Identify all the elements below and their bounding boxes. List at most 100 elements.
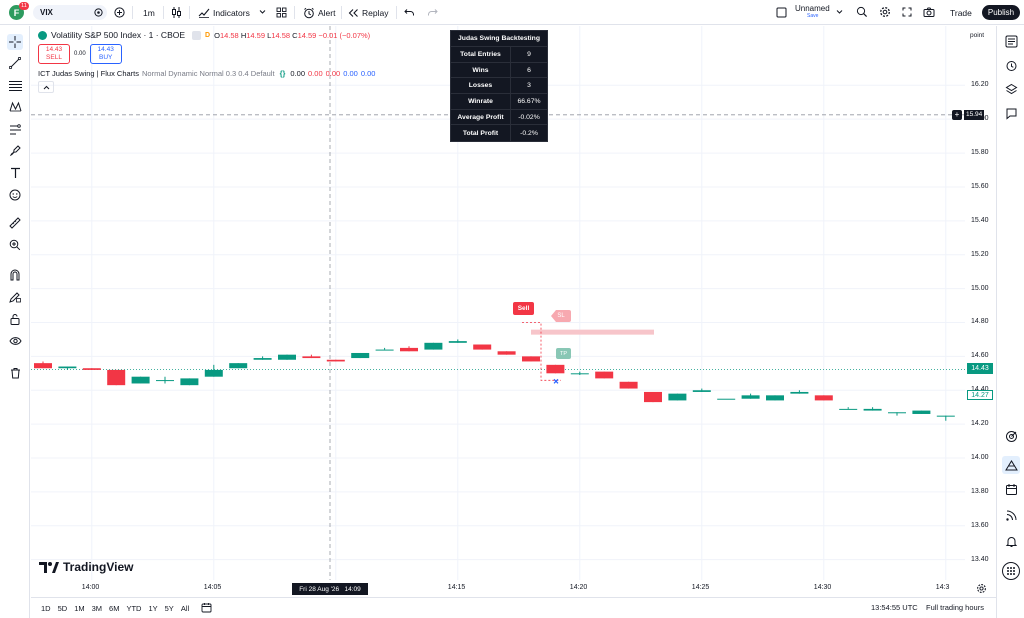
layers-icon xyxy=(1005,83,1018,96)
magnet-tool[interactable] xyxy=(8,268,22,282)
measure-tool[interactable] xyxy=(8,216,22,230)
scale-mode-label[interactable]: point xyxy=(970,32,984,39)
add-alert-plus-icon[interactable]: + xyxy=(952,110,962,120)
candle xyxy=(742,394,760,399)
session-selector[interactable]: Full trading hours xyxy=(926,603,984,612)
alerts-panel-button[interactable] xyxy=(1004,58,1018,72)
range-button-6m[interactable]: 6M xyxy=(109,604,119,613)
candle-body xyxy=(278,355,296,360)
quick-search-icon[interactable] xyxy=(856,6,868,18)
collapse-legend-button[interactable] xyxy=(38,81,54,93)
more-widgets-button[interactable] xyxy=(1002,562,1020,580)
icons-tool[interactable] xyxy=(8,188,22,202)
news-stream-button[interactable] xyxy=(1004,508,1018,522)
range-button-1d[interactable]: 1D xyxy=(41,604,51,613)
hide-drawings-tool[interactable] xyxy=(8,334,22,348)
candle xyxy=(522,356,540,361)
chevron-down-icon[interactable] xyxy=(836,9,843,15)
text-tool[interactable] xyxy=(8,166,22,180)
stay-in-drawing-mode-tool[interactable] xyxy=(8,290,22,304)
redo-icon[interactable] xyxy=(427,7,438,17)
time-axis[interactable]: 14:0014:0514:1014:1514:2014:2514:3014:3 … xyxy=(31,580,965,596)
sell-signal-label[interactable]: Sell xyxy=(513,302,534,315)
price-tick-label: 13.40 xyxy=(971,556,989,563)
candle-body xyxy=(546,365,564,373)
table-cell-label: Losses xyxy=(451,78,511,93)
compare-add-icon[interactable] xyxy=(114,7,125,18)
range-button-5y[interactable]: 5Y xyxy=(165,604,174,613)
symbol-search-box[interactable]: VIX xyxy=(33,5,107,20)
smiley-icon xyxy=(9,189,21,201)
fib-retracement-tool[interactable] xyxy=(8,78,22,92)
undo-icon[interactable] xyxy=(404,7,415,17)
replay-button[interactable]: Replay xyxy=(348,5,388,20)
time-axis-settings-icon[interactable] xyxy=(976,583,987,594)
symbol-legend-row[interactable]: Volatility S&P 500 Index · 1 · CBOE D O1… xyxy=(38,29,375,41)
candle-body xyxy=(376,350,394,351)
crosshair-cursor-tool[interactable] xyxy=(7,34,23,50)
calendar-button[interactable] xyxy=(1004,482,1018,496)
range-button-all[interactable]: All xyxy=(181,604,189,613)
symbol-title: Volatility S&P 500 Index · 1 · CBOE xyxy=(51,30,185,40)
fullscreen-icon[interactable] xyxy=(902,7,912,17)
range-button-3m[interactable]: 3M xyxy=(92,604,102,613)
chat-button[interactable] xyxy=(1004,106,1018,120)
camera-snapshot-icon[interactable] xyxy=(923,7,935,17)
trend-line-tool[interactable] xyxy=(8,56,22,70)
remove-drawings-tool[interactable] xyxy=(8,366,22,380)
price-tick-label: 14.20 xyxy=(971,420,989,427)
zoom-in-tool[interactable] xyxy=(8,238,22,252)
candle-body xyxy=(156,380,174,381)
time-tick-label: 14:25 xyxy=(692,584,710,591)
watchlist-icon xyxy=(1005,35,1018,48)
publish-button[interactable]: Publish xyxy=(982,5,1020,20)
time-tick-label: 14:3 xyxy=(936,584,950,591)
brush-tool[interactable] xyxy=(8,144,22,158)
table-row: Winrate 66.67% xyxy=(451,94,547,110)
layout-square-icon[interactable] xyxy=(776,7,787,18)
table-cell-label: Average Profit xyxy=(451,110,511,125)
patterns-tool[interactable] xyxy=(8,100,22,114)
entry-cross-marker xyxy=(554,379,558,383)
forecasting-tool[interactable] xyxy=(8,122,22,136)
indicator-legend-row[interactable]: ICT Judas Swing | Flux Charts Normal Dyn… xyxy=(38,68,375,78)
source-code-icon[interactable]: {} xyxy=(280,69,286,78)
watchlist-button[interactable] xyxy=(1004,34,1018,48)
utc-clock[interactable]: 13:54:55 UTC xyxy=(871,603,918,612)
candle xyxy=(302,355,320,358)
range-button-ytd[interactable]: YTD xyxy=(126,604,141,613)
symbol-options-icon[interactable] xyxy=(94,8,103,17)
alert-button[interactable]: Alert xyxy=(303,5,335,20)
trade-button[interactable]: Trade xyxy=(950,5,972,20)
candle xyxy=(376,348,394,351)
buy-button[interactable]: 14.43 BUY xyxy=(90,44,122,64)
interval-button[interactable]: 1m xyxy=(143,5,155,20)
sell-button[interactable]: 14.43 SELL xyxy=(38,44,70,64)
lock-drawings-tool[interactable] xyxy=(8,312,22,326)
candle xyxy=(278,355,296,360)
tradingview-logo[interactable]: TradingView xyxy=(39,560,133,574)
candle xyxy=(668,394,686,401)
range-button-1m[interactable]: 1M xyxy=(74,604,84,613)
layout-name-button[interactable]: Unnamed xyxy=(795,3,830,13)
range-button-5d[interactable]: 5D xyxy=(58,604,68,613)
range-button-1y[interactable]: 1Y xyxy=(148,604,157,613)
chevron-down-icon[interactable] xyxy=(259,9,266,15)
indicators-button[interactable]: Indicators xyxy=(198,5,250,20)
goto-date-icon[interactable] xyxy=(201,602,212,613)
text-t-icon xyxy=(10,167,21,179)
notifications-button[interactable] xyxy=(1004,534,1018,548)
templates-grid-icon[interactable] xyxy=(276,7,287,18)
candle xyxy=(937,416,955,421)
candle xyxy=(595,372,613,379)
indicator-value-4: 0.00 xyxy=(343,69,358,78)
candles-chart-type-icon[interactable] xyxy=(171,6,182,19)
symbol-label: VIX xyxy=(40,8,53,17)
candle xyxy=(498,351,516,354)
hotlists-button[interactable] xyxy=(1004,429,1018,443)
crosshair-price-value: 15.94 xyxy=(964,110,984,120)
pine-editor-button[interactable] xyxy=(1002,456,1020,474)
settings-gear-icon[interactable] xyxy=(879,6,891,18)
price-axis[interactable]: point 16.2016.0015.8015.6015.4015.2015.0… xyxy=(965,26,996,580)
object-tree-button[interactable] xyxy=(1004,82,1018,96)
